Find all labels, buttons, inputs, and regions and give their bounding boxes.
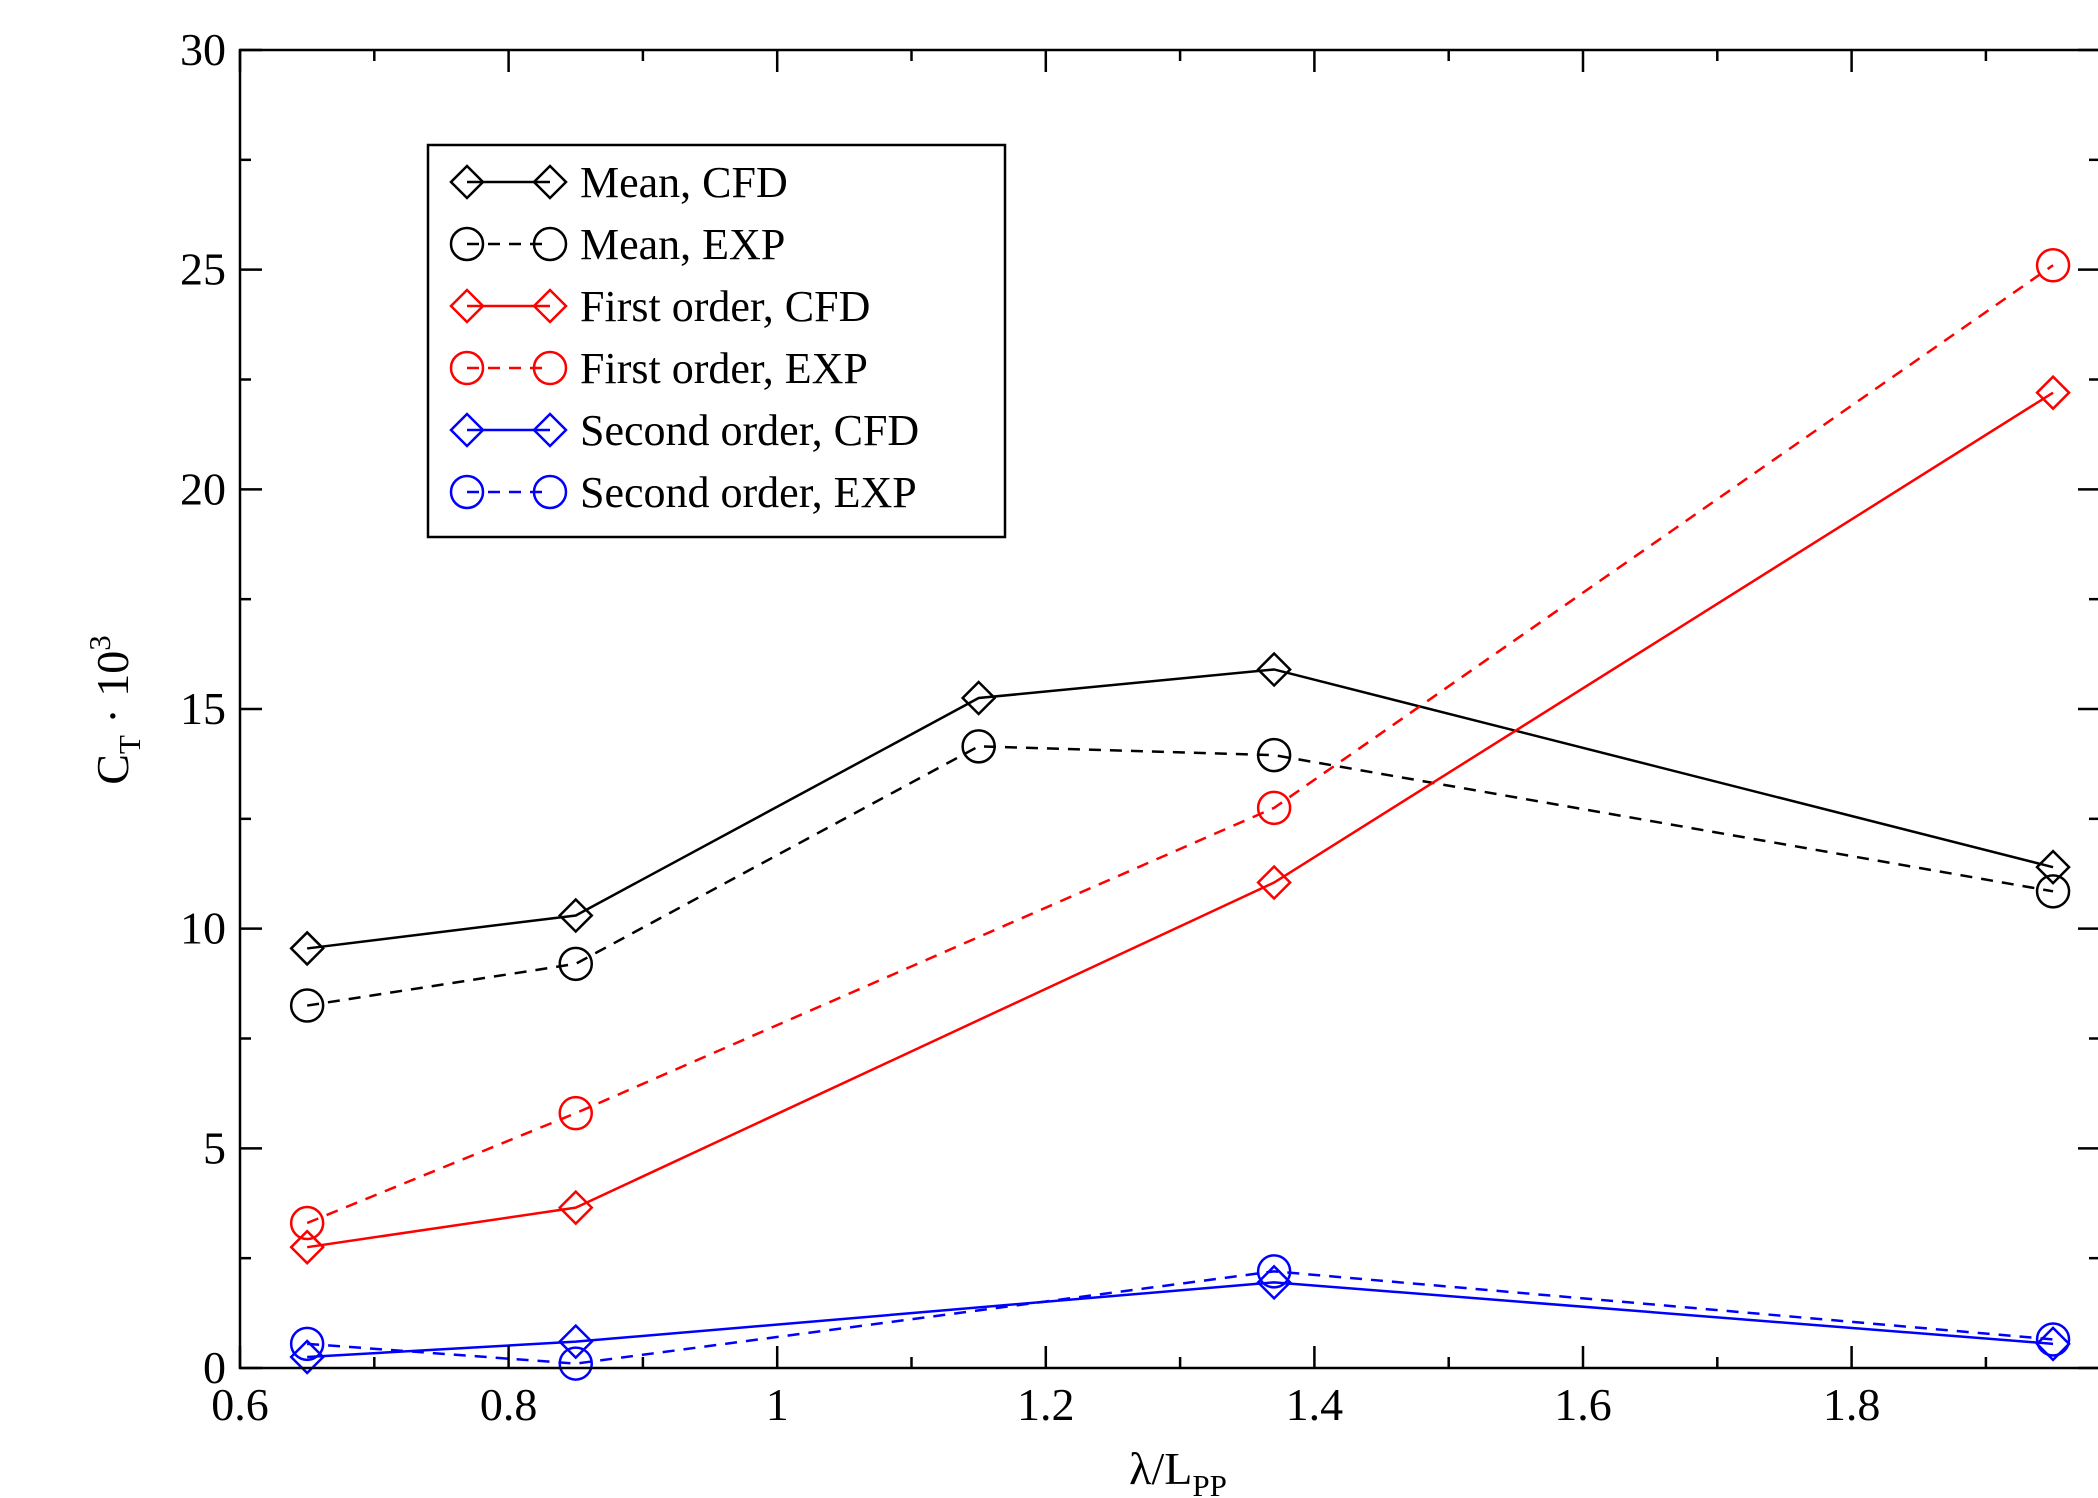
legend-swatch-marker	[449, 350, 485, 386]
legend-swatch-marker	[532, 226, 568, 262]
legend-label: Second order, EXP	[580, 468, 917, 517]
data-point	[289, 1205, 325, 1241]
data-point	[289, 1339, 325, 1375]
data-point	[2035, 849, 2071, 885]
legend-swatch-marker	[532, 350, 568, 386]
data-point	[1256, 790, 1292, 826]
data-point	[2035, 374, 2071, 411]
data-point	[2035, 248, 2071, 283]
series-1	[289, 651, 2071, 967]
data-point	[289, 988, 325, 1023]
series-6	[289, 1254, 2071, 1381]
x-tick-label: 0.6	[211, 1379, 269, 1430]
x-tick-label: 0.8	[480, 1379, 538, 1430]
y-tick-label: 15	[180, 683, 226, 734]
data-point	[557, 897, 594, 934]
series-layer	[289, 248, 2071, 1381]
series-line	[306, 391, 2054, 1249]
legend-label: Mean, CFD	[580, 158, 788, 207]
data-point	[1256, 864, 1292, 901]
legend-label: Second order, CFD	[580, 406, 919, 455]
legend-swatch-marker	[449, 412, 485, 448]
x-tick-label: 1	[766, 1379, 789, 1430]
series-line	[307, 1270, 2054, 1365]
x-tick-label: 1.2	[1017, 1379, 1075, 1430]
y-tick-label: 10	[180, 903, 226, 954]
data-point	[557, 1323, 594, 1360]
x-axis-title: λ/LPP	[1129, 1443, 1227, 1498]
series-line	[307, 1281, 2054, 1359]
series-5	[289, 1264, 2071, 1375]
legend-swatch-marker	[449, 288, 485, 324]
legend-swatch-marker	[449, 226, 485, 262]
series-3	[289, 374, 2071, 1265]
data-point	[1256, 737, 1292, 773]
data-point	[2035, 1322, 2071, 1357]
data-point	[557, 1189, 594, 1226]
x-tick-label: 1.8	[1823, 1379, 1881, 1430]
data-point	[960, 680, 997, 716]
y-tick-label: 30	[180, 24, 226, 75]
series-4	[289, 248, 2071, 1241]
y-tick-label: 0	[203, 1342, 226, 1393]
legend-swatch-marker	[532, 164, 568, 200]
data-point	[289, 930, 325, 967]
data-point	[558, 1095, 593, 1131]
data-point	[558, 946, 593, 982]
data-point	[289, 1229, 325, 1265]
legend-swatch-marker	[532, 412, 568, 448]
data-point	[558, 1346, 593, 1381]
x-tick-label: 1.6	[1554, 1379, 1612, 1430]
series-line	[306, 745, 2054, 1007]
legend-swatch-marker	[449, 164, 485, 200]
data-point	[1256, 1254, 1292, 1289]
legend-box	[426, 143, 1007, 539]
y-axis-title: CT · 103	[82, 635, 147, 784]
data-point	[2035, 874, 2071, 909]
legend-label: Mean, EXP	[580, 220, 785, 269]
legend: Mean, CFD Mean, EXP First order, CFD First …	[426, 143, 1007, 539]
y-tick-label: 20	[180, 463, 226, 514]
legend-label: First order, CFD	[580, 282, 870, 331]
x-tick-label: 1.4	[1286, 1379, 1344, 1430]
axis-ticks: 0.6 0.8 1 1.2 1.4 1.6 1.8 0 5 10 15 20 25 30	[180, 24, 2098, 1430]
legend-swatch-marker	[532, 474, 568, 510]
data-point	[961, 729, 996, 764]
legend-swatch-marker	[532, 288, 568, 324]
y-tick-label: 25	[180, 244, 226, 295]
legend-swatch-marker	[449, 474, 485, 510]
data-point	[1256, 1264, 1292, 1301]
data-point	[1256, 651, 1292, 688]
y-tick-label: 5	[203, 1122, 226, 1173]
series-line	[306, 668, 2054, 950]
series-2	[289, 729, 2071, 1023]
legend-label: First order, EXP	[580, 344, 868, 393]
data-point	[289, 1326, 325, 1362]
